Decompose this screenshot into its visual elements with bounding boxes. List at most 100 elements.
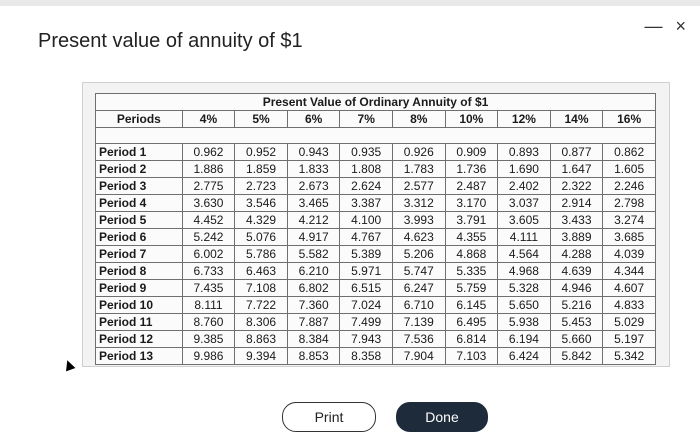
- table-cell: 3.791: [444, 211, 499, 229]
- table-cell: 6.463: [234, 262, 288, 280]
- table-cell: 0.926: [391, 143, 446, 161]
- table-cell: 0.935: [339, 143, 393, 161]
- table-cell: 4.212: [286, 211, 341, 229]
- table-cell: 5.759: [444, 279, 499, 297]
- table-header-row: Periods 4% 5% 6% 7% 8% 10% 12% 14% 16%: [95, 110, 656, 128]
- table-cell: 5.650: [497, 296, 551, 314]
- table-cell: 0.962: [181, 143, 236, 161]
- column-header-rate: 14%: [549, 110, 604, 128]
- table-cell: 0.909: [444, 143, 499, 161]
- table-cell: 2.487: [444, 177, 499, 195]
- table-cell: 5.029: [602, 313, 656, 331]
- table-cell: 4.355: [444, 228, 499, 246]
- row-label: Period 3: [95, 177, 183, 195]
- table-cell: 3.465: [286, 194, 341, 212]
- print-button[interactable]: Print: [282, 402, 376, 432]
- table-cell: 4.039: [602, 245, 656, 263]
- column-header-rate: 12%: [497, 110, 551, 128]
- table-cell: 5.206: [391, 245, 446, 263]
- table-cell: 3.630: [181, 194, 236, 212]
- table-cell: 9.394: [234, 347, 288, 365]
- table-cell: 2.577: [391, 177, 446, 195]
- table-cell: 8.384: [286, 330, 341, 348]
- table-cell: 6.002: [181, 245, 236, 263]
- table-cell: 5.242: [181, 228, 236, 246]
- row-label: Period 4: [95, 194, 183, 212]
- table-cell: 2.246: [602, 177, 656, 195]
- table-cell: 9.986: [181, 347, 236, 365]
- table-cell: 5.938: [497, 313, 551, 331]
- table-cell: 1.859: [234, 160, 288, 178]
- row-label: Period 7: [95, 245, 183, 263]
- table-cell: 8.111: [181, 296, 236, 314]
- column-header-rate: 5%: [234, 110, 288, 128]
- table-body: Period 1 0.962 0.952 0.943 0.935 0.926 0.909 0.…: [95, 127, 656, 365]
- row-label: Period 1: [95, 143, 183, 161]
- table-cell: 2.673: [286, 177, 341, 195]
- table-cell: 6.814: [444, 330, 499, 348]
- table-cell: 4.639: [549, 262, 604, 280]
- table-cell: 5.076: [234, 228, 288, 246]
- table-cell: 4.623: [391, 228, 446, 246]
- table-cell: 6.210: [286, 262, 341, 280]
- table-cell: 7.887: [286, 313, 341, 331]
- table-row: Period 3 2.775 2.723 2.673 2.624 2.577 2.487 2.…: [95, 177, 656, 195]
- table-cell: 7.722: [234, 296, 288, 314]
- table-cell: 6.733: [181, 262, 236, 280]
- table-cell: 2.624: [339, 177, 393, 195]
- table-cell: 1.783: [391, 160, 446, 178]
- annuity-table: Present Value of Ordinary Annuity of $1 …: [95, 93, 656, 365]
- table-cell: 6.424: [497, 347, 551, 365]
- table-cell: 3.274: [602, 211, 656, 229]
- minimize-icon[interactable]: —: [644, 16, 663, 36]
- table-cell: 4.833: [602, 296, 656, 314]
- table-cell: 4.917: [286, 228, 341, 246]
- table-cell: 4.968: [497, 262, 551, 280]
- table-cell: 1.647: [549, 160, 604, 178]
- table-cell: 2.723: [234, 177, 288, 195]
- table-title: Present Value of Ordinary Annuity of $1: [95, 93, 656, 111]
- table-cell: 1.605: [602, 160, 656, 178]
- table-cell: 8.358: [339, 347, 393, 365]
- table-cell: 4.607: [602, 279, 656, 297]
- table-cell: 4.344: [602, 262, 656, 280]
- table-cell: 1.886: [181, 160, 236, 178]
- table-cell: 3.685: [602, 228, 656, 246]
- table-cell: 7.499: [339, 313, 393, 331]
- table-cell: 5.389: [339, 245, 393, 263]
- table-cell: 5.216: [549, 296, 604, 314]
- table-cell: 0.862: [602, 143, 656, 161]
- table-cell: 2.402: [497, 177, 551, 195]
- table-cell: 4.111: [497, 228, 551, 246]
- row-label: Period 8: [95, 262, 183, 280]
- column-header-periods: Periods: [95, 110, 183, 128]
- table-cell: 0.893: [497, 143, 551, 161]
- table-cell: 4.100: [339, 211, 393, 229]
- table-cell: 5.842: [549, 347, 604, 365]
- table-cell: 6.495: [444, 313, 499, 331]
- table-cell: 9.385: [181, 330, 236, 348]
- table-cell: 3.433: [549, 211, 604, 229]
- column-header-rate: 10%: [444, 110, 499, 128]
- done-button[interactable]: Done: [396, 402, 488, 432]
- table-cell: 8.863: [234, 330, 288, 348]
- table-cell: 5.786: [234, 245, 288, 263]
- table-cell: 2.775: [181, 177, 236, 195]
- table-cell: 7.103: [444, 347, 499, 365]
- table-row: Period 12 9.385 8.863 8.384 7.943 7.536 6.814 6…: [95, 330, 656, 348]
- table-cell: 5.971: [339, 262, 393, 280]
- table-cell: 0.943: [286, 143, 341, 161]
- column-header-rate: 6%: [286, 110, 341, 128]
- table-cell: 3.170: [444, 194, 499, 212]
- annuity-table-image: Present Value of Ordinary Annuity of $1 …: [82, 82, 670, 367]
- row-label: Period 2: [95, 160, 183, 178]
- close-icon[interactable]: ×: [675, 16, 686, 36]
- dialog-title: Present value of annuity of $1: [38, 30, 303, 52]
- table-cell: 7.435: [181, 279, 236, 297]
- table-cell: 3.605: [497, 211, 551, 229]
- table-cell: 4.767: [339, 228, 393, 246]
- table-cell: 5.453: [549, 313, 604, 331]
- table-cell: 4.564: [497, 245, 551, 263]
- table-row: Period 7 6.002 5.786 5.582 5.389 5.206 4.868 4.…: [95, 245, 656, 263]
- spacer-cell: [95, 127, 656, 144]
